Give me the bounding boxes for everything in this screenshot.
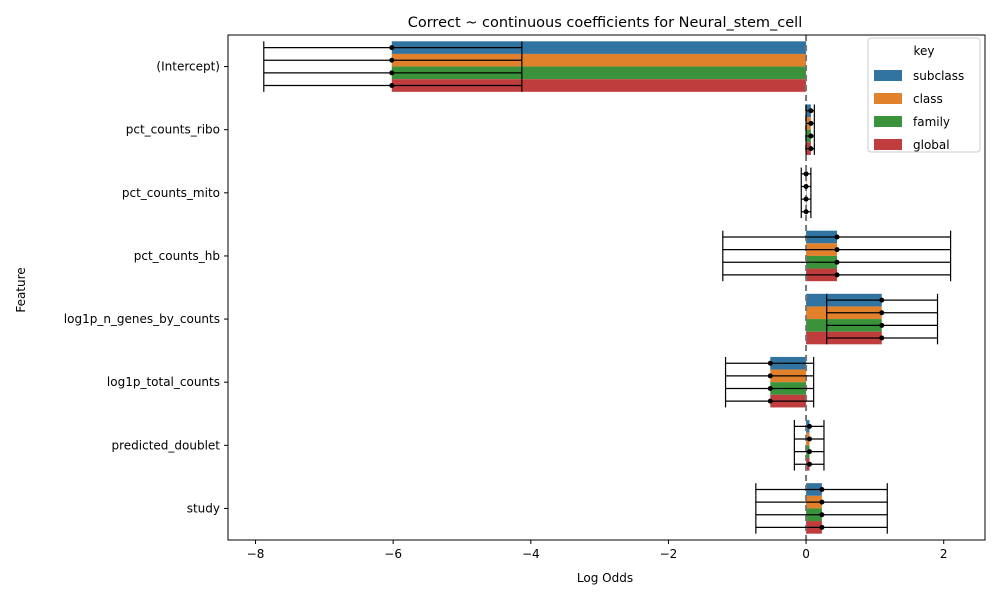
x-tick-label-4: 0: [802, 547, 810, 561]
point-class-4: [879, 310, 885, 316]
y-tick-label-6: predicted_doublet: [111, 438, 220, 452]
point-class-0: [389, 57, 395, 63]
chart-title: Correct ~ continuous coefficients for Ne…: [408, 15, 803, 31]
legend-swatch-family: [874, 116, 902, 127]
legend-title: key: [913, 44, 934, 58]
bar-subclass-0: [391, 41, 807, 54]
point-subclass-7: [819, 487, 825, 492]
point-family-6: [807, 449, 813, 455]
point-family-1: [808, 133, 814, 139]
point-class-1: [808, 120, 814, 126]
legend-label-global: global: [913, 138, 950, 152]
point-class-6: [807, 436, 813, 442]
point-global-4: [879, 335, 885, 341]
point-class-5: [767, 373, 773, 379]
y-axis-label: Feature: [14, 267, 28, 312]
point-class-2: [803, 184, 809, 189]
x-tick-label-3: −2: [660, 547, 678, 561]
y-tick-label-5: log1p_total_counts: [107, 375, 220, 389]
y-tick-label-1: pct_counts_ribo: [126, 123, 220, 137]
y-tick-label-0: (Intercept): [156, 60, 220, 74]
legend-swatch-class: [874, 93, 902, 104]
bar-class-0: [391, 53, 807, 67]
point-global-0: [389, 83, 395, 88]
y-tick-label-3: pct_counts_hb: [134, 249, 220, 263]
bar-family-0: [391, 66, 807, 80]
point-subclass-5: [767, 360, 773, 366]
point-subclass-0: [389, 45, 395, 51]
x-tick-label-0: −8: [247, 547, 265, 561]
x-axis-label: Log Odds: [577, 571, 633, 585]
plot-area: (Intercept) pct_counts_ribo pct_counts_mit…: [64, 34, 986, 561]
point-family-7: [819, 512, 825, 518]
bar-global-0: [391, 79, 807, 92]
point-family-3: [834, 259, 840, 265]
legend-swatch-global: [874, 139, 902, 150]
point-subclass-4: [879, 297, 885, 303]
point-family-0: [389, 70, 395, 76]
point-class-7: [819, 499, 825, 505]
point-global-1: [808, 146, 814, 152]
axes-frame: [227, 34, 986, 541]
point-subclass-2: [803, 171, 809, 177]
x-tick-label-1: −6: [384, 547, 402, 561]
legend-label-family: family: [913, 115, 950, 129]
legend-swatch-subclass: [874, 70, 902, 81]
x-tick-label-5: 2: [940, 547, 948, 561]
point-global-3: [834, 272, 840, 278]
legend-label-class: class: [913, 92, 943, 106]
point-global-7: [819, 524, 825, 530]
point-global-2: [803, 209, 809, 215]
point-subclass-6: [807, 423, 813, 429]
point-family-2: [803, 196, 809, 202]
point-subclass-1: [808, 108, 814, 114]
x-tick-label-2: −4: [522, 547, 540, 561]
point-global-6: [807, 461, 813, 467]
point-global-5: [767, 398, 773, 404]
legend-label-subclass: subclass: [913, 69, 964, 83]
point-class-3: [834, 247, 840, 253]
point-subclass-3: [834, 234, 840, 240]
legend: key subclass class family global: [867, 37, 981, 153]
point-family-5: [767, 386, 773, 391]
y-tick-label-2: pct_counts_mito: [122, 186, 220, 200]
y-tick-label-7: study: [187, 501, 220, 515]
y-tick-label-4: log1p_n_genes_by_counts: [64, 312, 220, 326]
point-family-4: [879, 322, 885, 328]
